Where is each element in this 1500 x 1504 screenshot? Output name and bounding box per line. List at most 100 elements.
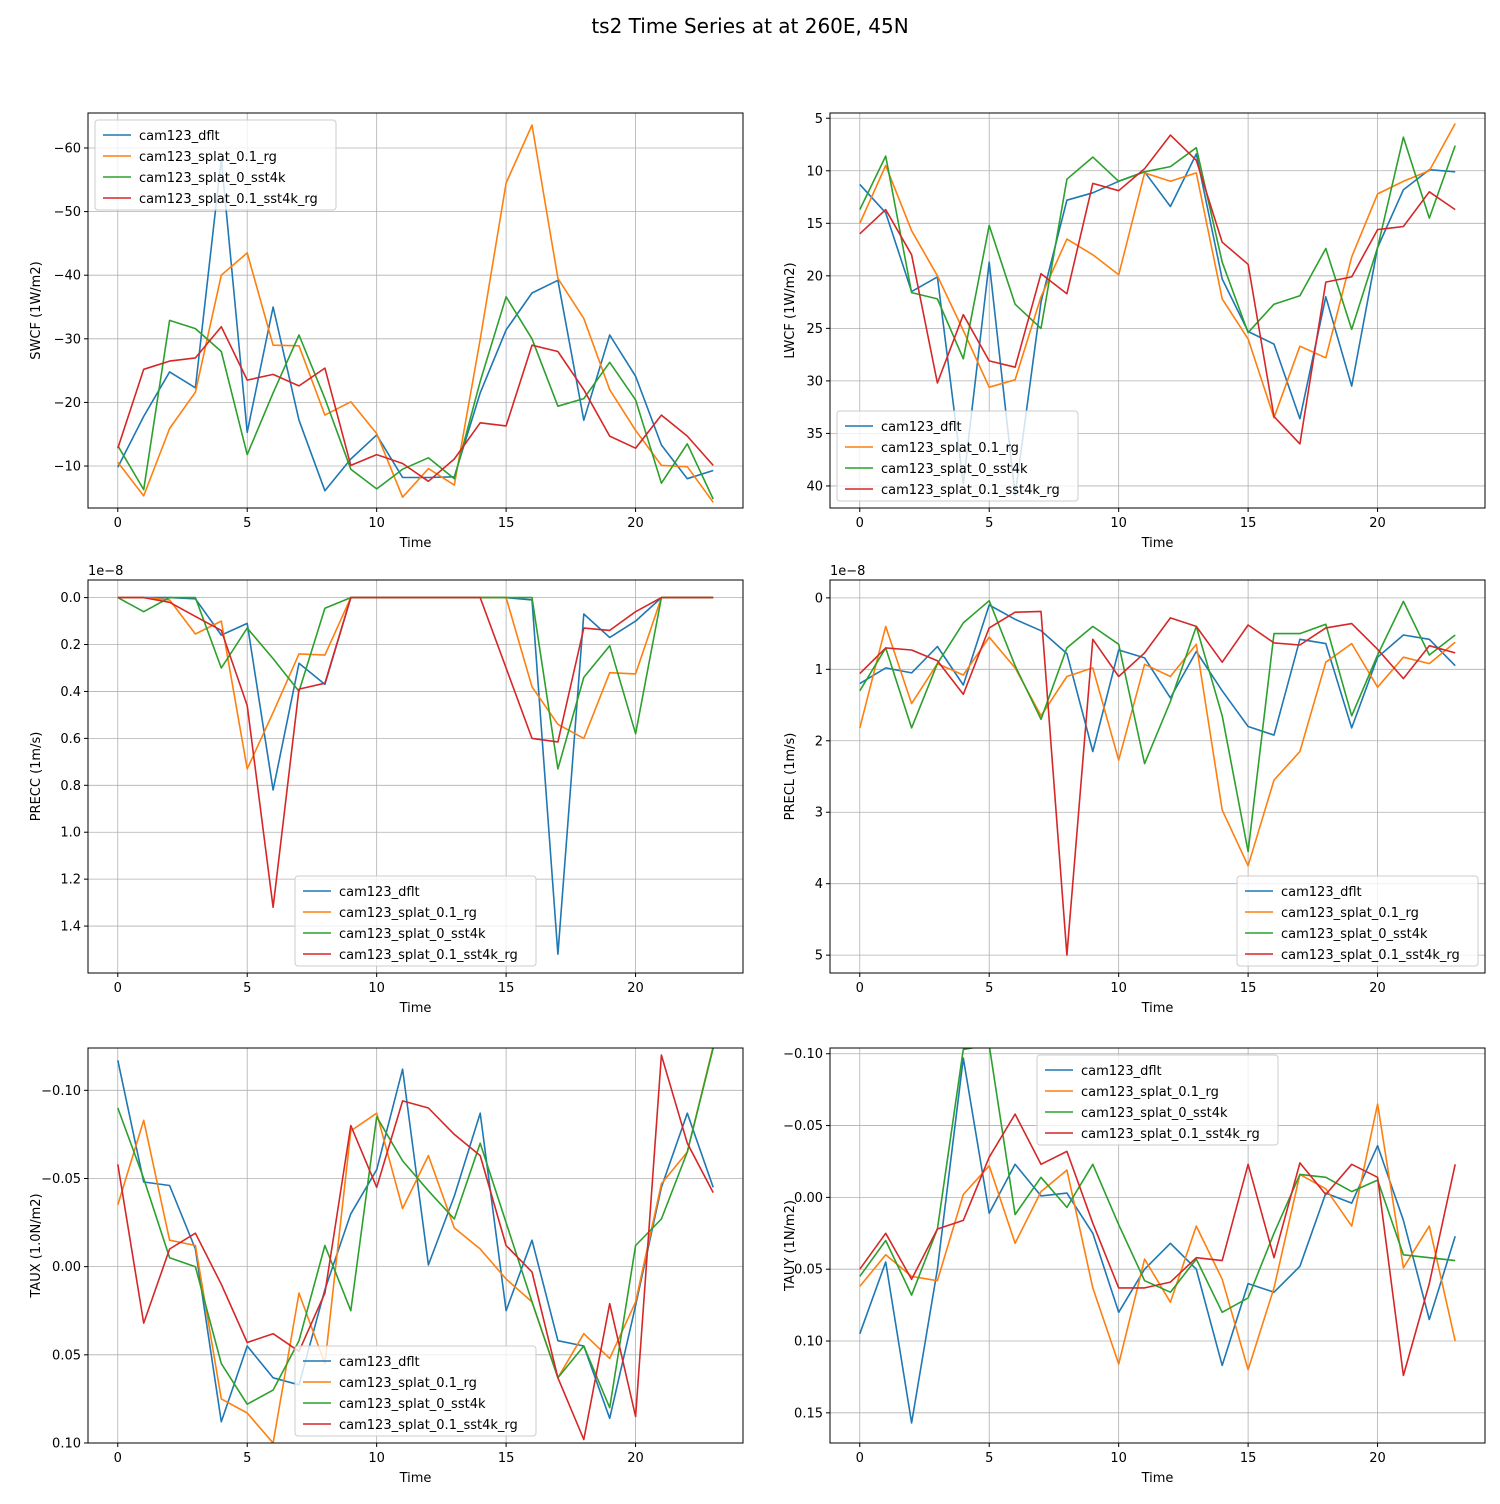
x-tick-label: 0 — [114, 981, 122, 996]
axes-frame — [87, 112, 744, 509]
y-tick-label: 0.00 — [794, 1191, 823, 1206]
y-tick-label: 4 — [815, 877, 823, 892]
x-tick-label: 20 — [627, 1451, 644, 1466]
axes-frame — [87, 579, 744, 974]
legend-label: cam123_splat_0.1_rg — [139, 150, 277, 165]
series-group — [117, 596, 714, 956]
y-tick-label: 0.0 — [60, 591, 81, 606]
series-line-cam123_splat_0_sst4k — [859, 1048, 1456, 1314]
x-tick-label: 10 — [368, 981, 385, 996]
legend-label: cam123_splat_0.1_rg — [339, 1376, 477, 1391]
x-tick-label: 0 — [856, 1451, 864, 1466]
series-line-cam123_splat_0.1_rg — [859, 1103, 1456, 1371]
series-line-cam123_dflt — [859, 604, 1456, 753]
x-tick-label: 5 — [243, 1451, 251, 1466]
legend-label: cam123_splat_0.1_sst4k_rg — [1281, 948, 1460, 963]
y-tick-label: −30 — [54, 332, 81, 347]
axis-offset-label: 1e−8 — [830, 564, 865, 579]
x-axis-label: Time — [399, 1471, 432, 1486]
y-tick-label: −40 — [54, 269, 81, 284]
y-tick-label: 35 — [806, 427, 823, 442]
series-group — [859, 1048, 1456, 1424]
series-line-cam123_splat_0_sst4k — [859, 599, 1456, 853]
x-tick-label: 0 — [114, 516, 122, 531]
x-tick-label: 20 — [627, 981, 644, 996]
x-tick-label: 20 — [627, 516, 644, 531]
x-axis-label: Time — [399, 1001, 432, 1016]
series-line-cam123_splat_0.1_sst4k_rg — [859, 134, 1456, 445]
series-line-cam123_splat_0_sst4k — [117, 1048, 714, 1409]
legend-label: cam123_splat_0.1_rg — [339, 906, 477, 921]
y-tick-label: −0.05 — [783, 1119, 823, 1134]
x-tick-label: 5 — [985, 981, 993, 996]
legend: cam123_dflt cam123_splat_0.1_rg cam123_spl… — [1036, 1054, 1279, 1146]
legend-label: cam123_splat_0.1_rg — [1081, 1085, 1219, 1100]
axes-frame — [829, 112, 1486, 509]
y-tick-label: 0.6 — [60, 732, 81, 747]
legend-box — [1036, 1054, 1279, 1146]
y-tick-label: 1 — [815, 663, 823, 678]
legend-box — [1236, 875, 1479, 967]
y-tick-label: −10 — [54, 460, 81, 475]
x-tick-label: 5 — [243, 981, 251, 996]
legend-box — [294, 1345, 537, 1437]
y-tick-label: 5 — [815, 112, 823, 127]
x-tick-label: 15 — [498, 516, 515, 531]
legend-label: cam123_splat_0.1_rg — [1281, 906, 1419, 921]
axes-frame — [87, 1047, 744, 1444]
y-tick-label: 0.00 — [52, 1260, 81, 1275]
y-tick-label: −0.05 — [41, 1172, 81, 1187]
x-tick-label: 10 — [1110, 1451, 1127, 1466]
x-tick-label: 20 — [1369, 1451, 1386, 1466]
series-line-cam123_splat_0.1_rg — [117, 1048, 714, 1443]
legend-label: cam123_splat_0_sst4k — [339, 1397, 486, 1412]
legend: cam123_dflt cam123_splat_0.1_rg cam123_spl… — [294, 1345, 537, 1437]
figure-title: ts2 Time Series at at 260E, 45N — [591, 14, 909, 38]
legend-label: cam123_splat_0.1_sst4k_rg — [1081, 1127, 1260, 1142]
y-axis-label: TAUY (1N/m2) — [783, 1200, 798, 1292]
y-tick-label: 15 — [806, 217, 823, 232]
series-group — [117, 1048, 714, 1443]
y-tick-label: 25 — [806, 322, 823, 337]
legend: cam123_dflt cam123_splat_0.1_rg cam123_spl… — [836, 410, 1079, 502]
x-axis-label: Time — [1141, 536, 1174, 551]
panel-3: 0 5 10 15 20 0.0 0.2 0.4 0.6 0.8 1.0 1.2 1.4 Time PREC… — [29, 564, 744, 1016]
legend-label: cam123_dflt — [1281, 885, 1362, 900]
legend-label: cam123_splat_0_sst4k — [339, 927, 486, 942]
axes-frame — [829, 579, 1486, 974]
axis-offset-label: 1e−8 — [88, 564, 123, 579]
legend-label: cam123_splat_0_sst4k — [1281, 927, 1428, 942]
legend-label: cam123_dflt — [139, 129, 220, 144]
series-line-cam123_splat_0_sst4k — [859, 136, 1456, 360]
x-axis-label: Time — [1141, 1001, 1174, 1016]
legend-label: cam123_splat_0.1_sst4k_rg — [881, 483, 1060, 498]
legend-label: cam123_splat_0.1_sst4k_rg — [139, 192, 318, 207]
panel-2: 0 5 10 15 20 5 10 15 20 25 30 35 40 Time LWCF (1W/m2) c… — [783, 112, 1486, 551]
x-tick-label: 10 — [368, 1451, 385, 1466]
y-tick-label: 5 — [815, 949, 823, 964]
y-tick-label: 0.05 — [52, 1348, 81, 1363]
y-axis-label: LWCF (1W/m2) — [783, 262, 798, 358]
panel-5: 0 5 10 15 20 0.10 0.05 0.00 −0.05 −0.10 Time TAUX (… — [29, 1047, 744, 1486]
series-line-cam123_splat_0_sst4k — [117, 295, 714, 500]
legend: cam123_dflt cam123_splat_0.1_rg cam123_spl… — [1236, 875, 1479, 967]
x-tick-label: 20 — [1369, 981, 1386, 996]
y-axis-label: PRECC (1m/s) — [29, 732, 44, 822]
axes-frame — [829, 1047, 1486, 1444]
y-axis-label: PRECL (1m/s) — [783, 733, 798, 821]
y-tick-label: 20 — [806, 269, 823, 284]
x-tick-label: 15 — [1240, 516, 1257, 531]
legend-box — [94, 119, 337, 211]
y-axis-label: TAUX (1.0N/m2) — [29, 1193, 44, 1298]
y-tick-label: 10 — [806, 164, 823, 179]
x-tick-label: 10 — [368, 516, 385, 531]
legend-label: cam123_splat_0_sst4k — [881, 462, 1028, 477]
panel-4: 0 5 10 15 20 0 1 2 3 4 5 Time PRECL (1m/s) 1e−8 cam123… — [783, 564, 1486, 1016]
x-tick-label: 15 — [1240, 981, 1257, 996]
y-tick-label: −0.10 — [783, 1047, 823, 1062]
y-tick-label: −0.10 — [41, 1084, 81, 1099]
x-tick-label: 20 — [1369, 516, 1386, 531]
y-tick-label: 0.2 — [60, 638, 81, 653]
x-tick-label: 5 — [243, 516, 251, 531]
